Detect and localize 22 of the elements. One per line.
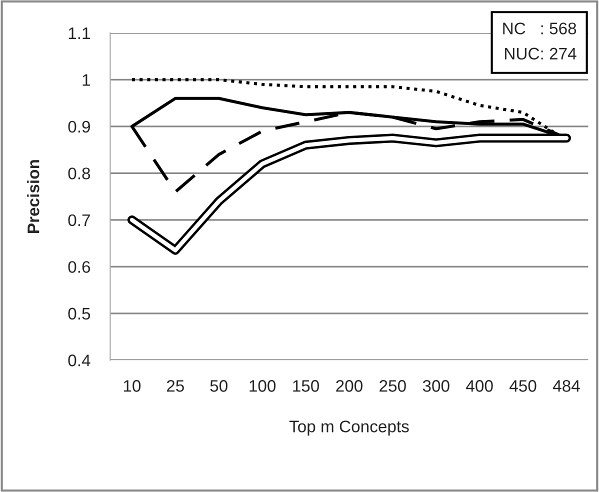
- annotation: NC : 568 NUC: 274: [503, 22, 576, 60]
- x-tick-label: 50: [210, 380, 228, 392]
- x-tick-label: 250: [380, 380, 406, 392]
- y-tick-label: 0.8: [68, 168, 90, 180]
- y-tick-label: 1.1: [68, 28, 90, 40]
- x-tick-label: 10: [124, 380, 141, 392]
- y-tick-label: 0.7: [68, 214, 90, 226]
- y-tick-label: 0.5: [68, 308, 90, 320]
- x-tick-label: 25: [166, 380, 184, 392]
- x-tick-label: 100: [250, 380, 276, 392]
- y-tick-label: 0.6: [68, 261, 90, 273]
- x-tick-label: 300: [422, 380, 450, 392]
- y-tick-label: 1: [82, 74, 90, 86]
- x-axis-title: Top m Concepts: [289, 420, 409, 436]
- y-axis-title: Precision: [27, 160, 40, 233]
- y-tick-label: 0.9: [68, 120, 90, 133]
- x-tick-label: 200: [336, 380, 362, 392]
- x-tick-label: 150: [293, 380, 320, 392]
- x-tick-label: 450: [510, 380, 536, 392]
- x-tick-label: 400: [466, 380, 493, 392]
- y-tick-label: 0.4: [68, 354, 90, 366]
- x-tick-label: 484: [552, 380, 580, 392]
